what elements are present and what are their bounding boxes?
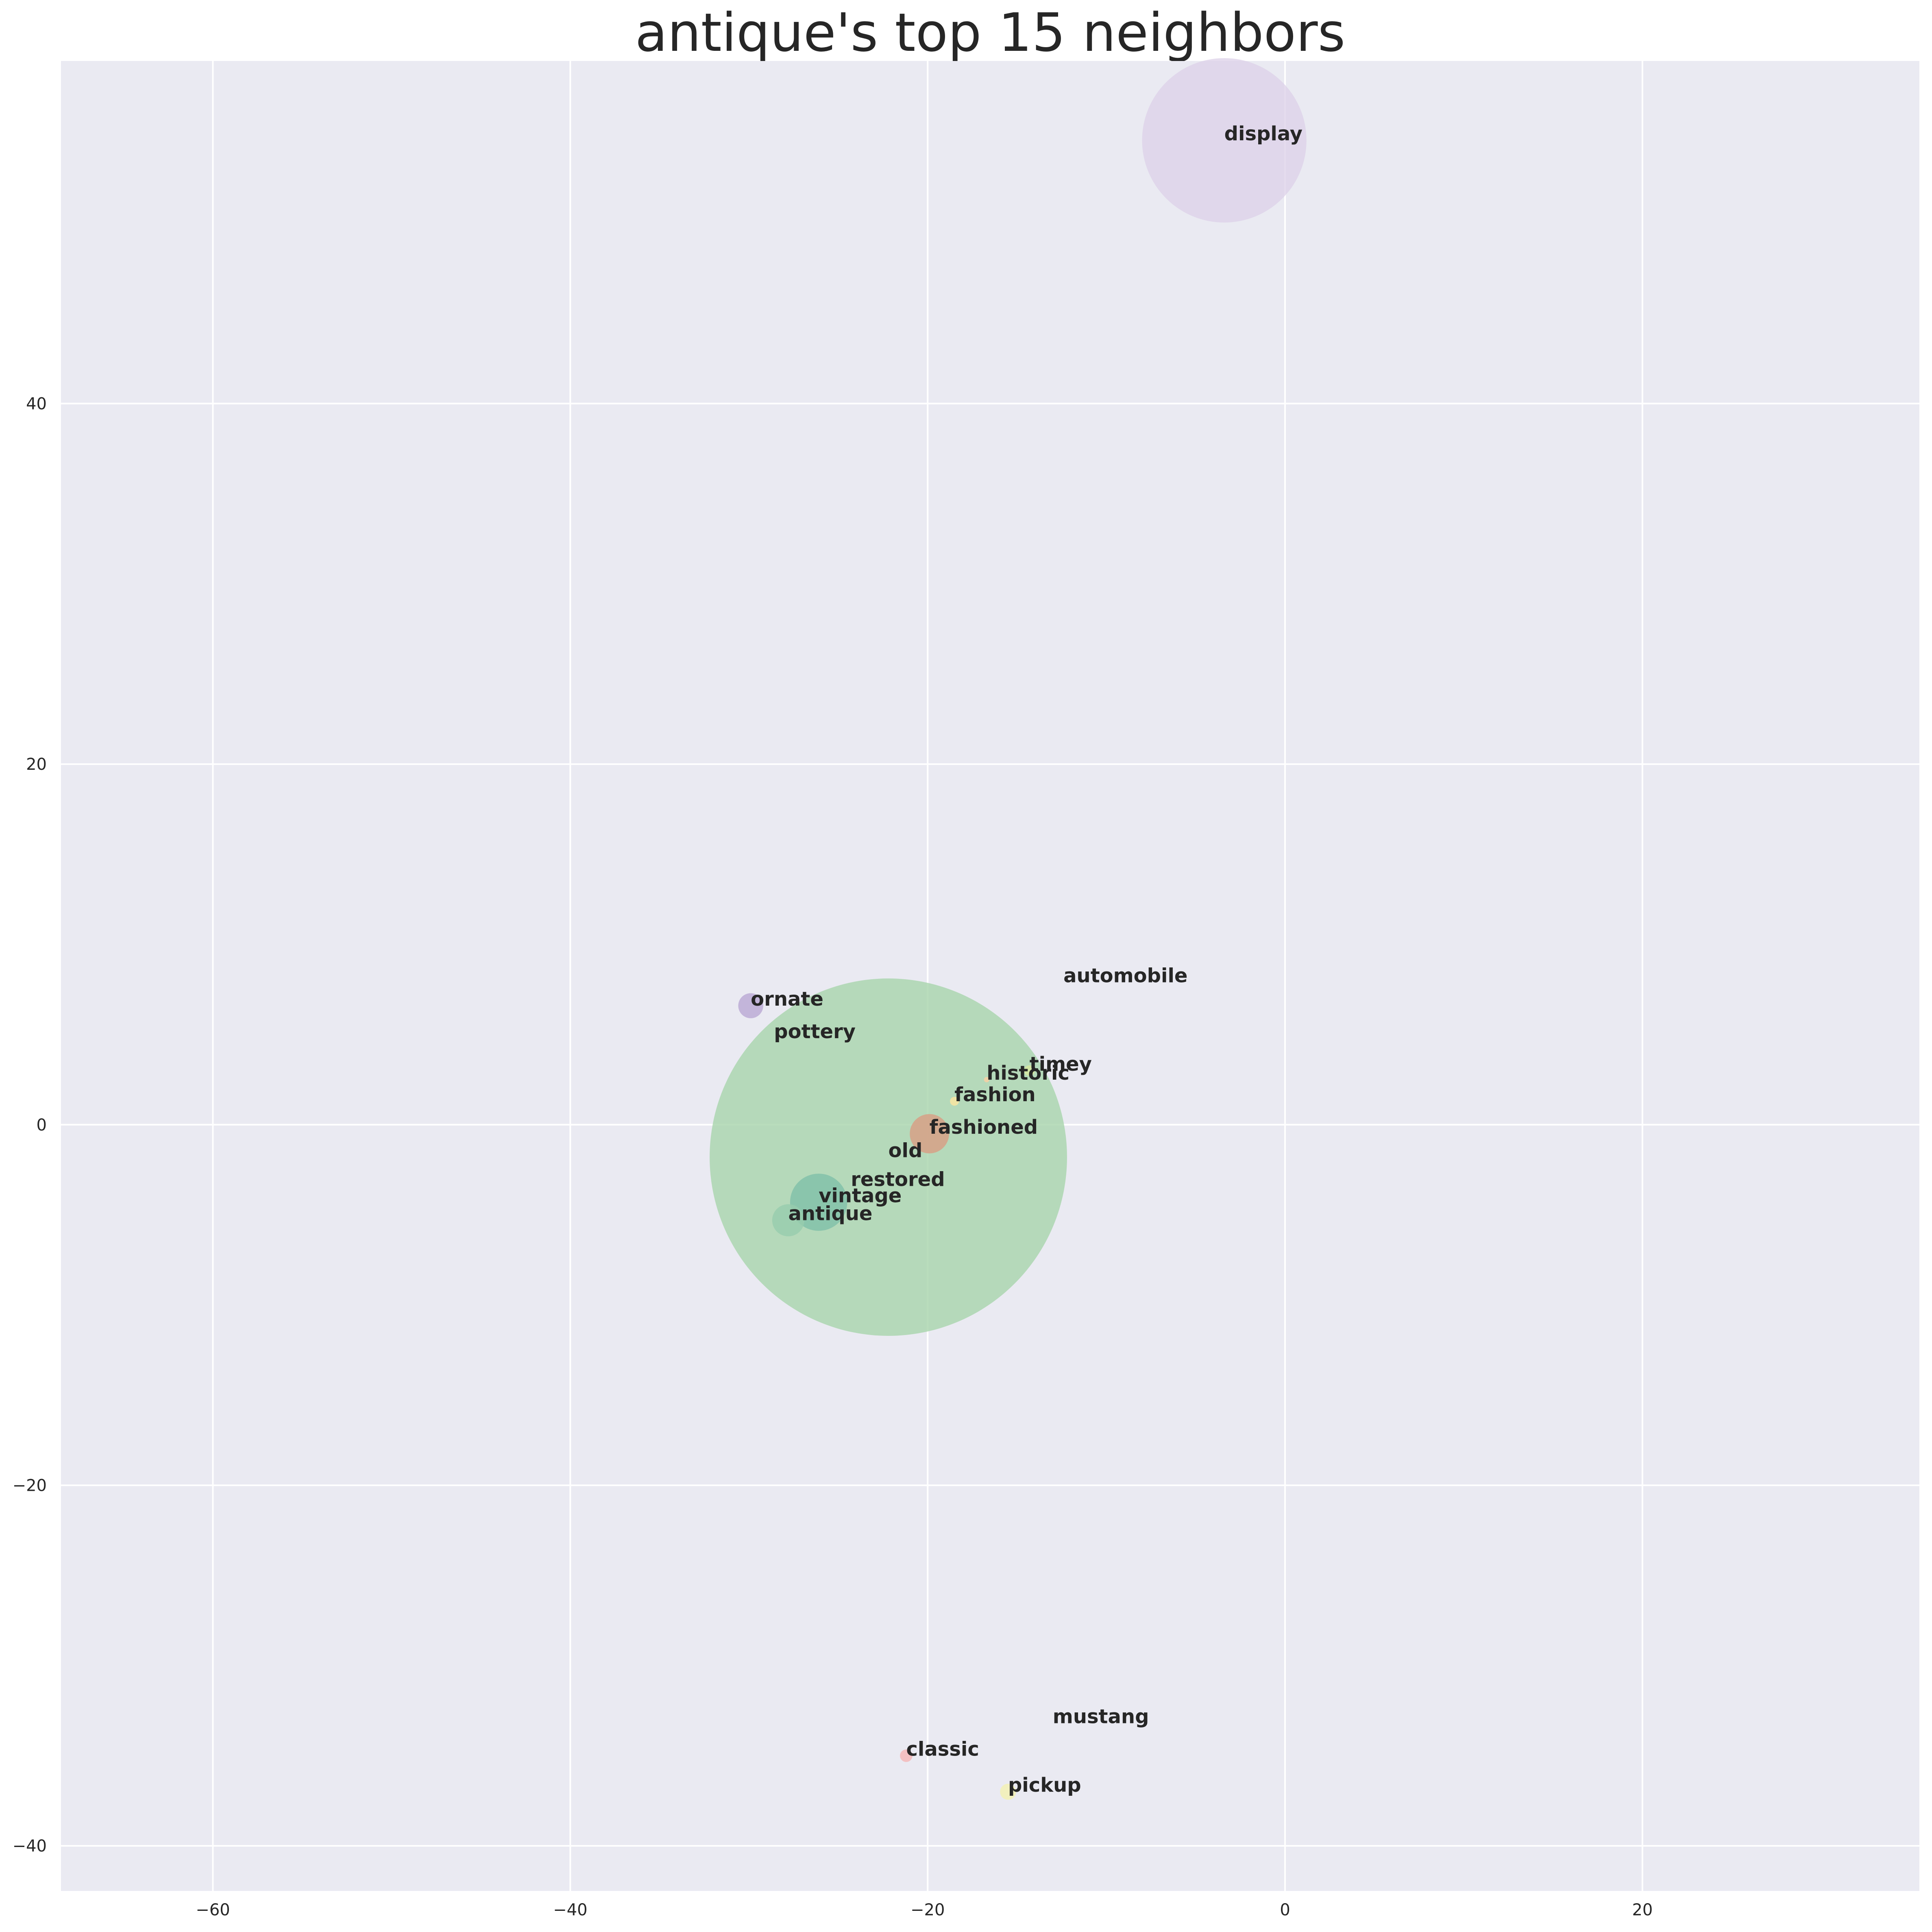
point-label-pickup: pickup bbox=[1008, 1774, 1081, 1797]
y-tick-label: 0 bbox=[37, 1116, 47, 1135]
point-label-vintage: vintage bbox=[819, 1184, 902, 1207]
bubble-antique bbox=[772, 1204, 804, 1237]
chart-title: antique's top 15 neighbors bbox=[635, 2, 1346, 63]
y-tick-label: 40 bbox=[26, 394, 47, 413]
x-tick-label: −20 bbox=[910, 1901, 945, 1919]
bubble-vintage bbox=[790, 1174, 847, 1231]
plot-area bbox=[61, 61, 1919, 1891]
x-tick-label: 0 bbox=[1280, 1901, 1290, 1919]
axis-tick-labels: −60 −40 −20 0 20 −40 −20 0 20 40 bbox=[13, 394, 1653, 1919]
x-tick-label: −40 bbox=[553, 1901, 587, 1919]
grid-lines bbox=[61, 61, 1919, 1891]
point-label-antique: antique bbox=[788, 1202, 872, 1225]
point-label-fashioned: fashioned bbox=[930, 1116, 1038, 1139]
x-tick-label: −60 bbox=[196, 1901, 230, 1919]
point-label-ornate: ornate bbox=[751, 988, 823, 1011]
point-label-automobile: automobile bbox=[1063, 965, 1187, 987]
point-label-old: old bbox=[889, 1139, 923, 1162]
point-label-historic: historic bbox=[987, 1062, 1069, 1085]
bubble-fashioned bbox=[910, 1114, 949, 1154]
data-points bbox=[710, 58, 1307, 1800]
point-label-mustang: mustang bbox=[1053, 1705, 1149, 1728]
bubble-classic bbox=[900, 1749, 913, 1762]
bubble-historic bbox=[984, 1077, 989, 1083]
point-label-timey: timey bbox=[1030, 1053, 1092, 1076]
x-tick-label: 20 bbox=[1632, 1901, 1653, 1919]
point-label-restored: restored bbox=[851, 1168, 945, 1191]
bubble-pickup bbox=[1000, 1784, 1016, 1800]
bubble-timey bbox=[1024, 1065, 1035, 1076]
point-label-pottery: pottery bbox=[774, 1020, 856, 1043]
y-tick-label: −20 bbox=[13, 1476, 47, 1495]
point-labels: display old ornate pottery automobile timeyhi… bbox=[751, 122, 1303, 1797]
point-label-display: display bbox=[1224, 122, 1303, 145]
bubble-fashion bbox=[950, 1097, 959, 1106]
bubble-display bbox=[1142, 58, 1307, 223]
point-label-fashion: fashion bbox=[954, 1083, 1036, 1106]
bubble-old bbox=[710, 978, 1067, 1336]
point-label-classic: classic bbox=[906, 1738, 979, 1760]
bubble-ornate bbox=[738, 993, 763, 1018]
y-tick-label: −40 bbox=[13, 1837, 47, 1856]
y-tick-label: 20 bbox=[26, 755, 47, 774]
